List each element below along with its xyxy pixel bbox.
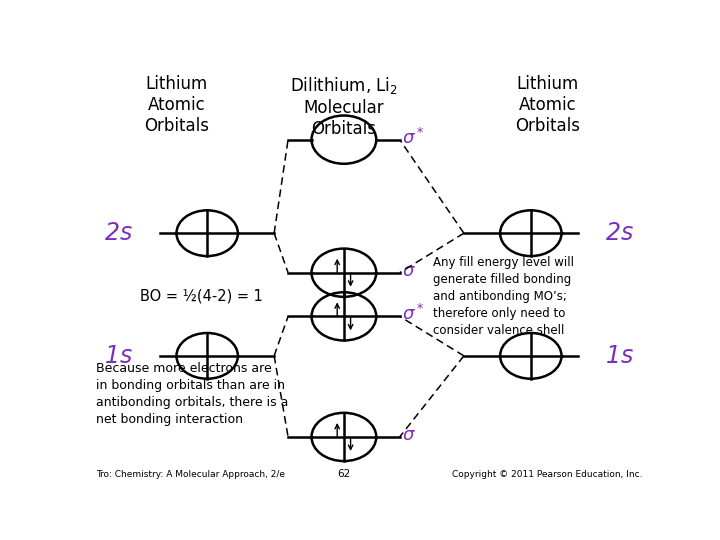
Text: 2$s$: 2$s$ <box>606 221 634 245</box>
Text: Because more electrons are
in bonding orbitals than are in
antibonding orbitals,: Because more electrons are in bonding or… <box>96 362 288 426</box>
Text: BO = ½(4-2) = 1: BO = ½(4-2) = 1 <box>140 288 263 303</box>
Text: Any fill energy level will
generate filled bonding
and antibonding MO’s;
therefo: Any fill energy level will generate fill… <box>433 256 574 337</box>
Text: Tro: Chemistry: A Molecular Approach, 2/e: Tro: Chemistry: A Molecular Approach, 2/… <box>96 469 284 478</box>
Text: $\sigma^*$: $\sigma^*$ <box>402 127 425 147</box>
Text: 2$s$: 2$s$ <box>104 221 132 245</box>
Text: Lithium
Atomic
Orbitals: Lithium Atomic Orbitals <box>515 75 580 135</box>
Text: Dilithium, Li$_2$
Molecular
Orbitals: Dilithium, Li$_2$ Molecular Orbitals <box>290 75 398 138</box>
Text: Copyright © 2011 Pearson Education, Inc.: Copyright © 2011 Pearson Education, Inc. <box>452 469 642 478</box>
Text: Lithium
Atomic
Orbitals: Lithium Atomic Orbitals <box>144 75 209 135</box>
Text: 1$s$: 1$s$ <box>606 344 634 368</box>
Text: 1$s$: 1$s$ <box>104 344 132 368</box>
Text: $\sigma$: $\sigma$ <box>402 426 416 444</box>
Text: $\sigma$: $\sigma$ <box>402 261 416 280</box>
Text: 62: 62 <box>337 469 351 478</box>
Text: $\sigma^*$: $\sigma^*$ <box>402 304 425 325</box>
